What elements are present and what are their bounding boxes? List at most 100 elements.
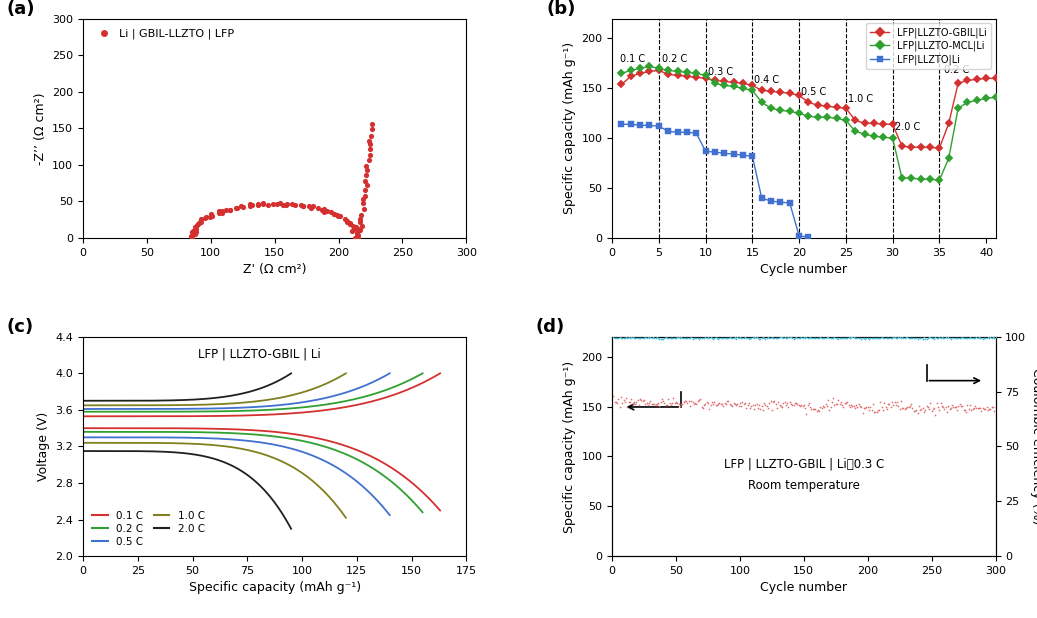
Point	[691, 334, 707, 344]
Point	[605, 391, 621, 401]
Point	[725, 398, 741, 408]
Text: 0.3 C: 0.3 C	[708, 67, 733, 77]
Point	[985, 332, 1002, 342]
Point	[718, 333, 734, 343]
Point	[890, 332, 906, 342]
Point	[270, 198, 286, 208]
Point	[807, 333, 823, 343]
Point	[981, 404, 998, 413]
Point	[685, 400, 702, 410]
Point	[926, 404, 943, 413]
Point	[730, 401, 747, 411]
Point	[986, 406, 1003, 416]
Point	[975, 334, 991, 344]
Point	[829, 333, 845, 343]
Point	[672, 333, 689, 343]
Point	[838, 333, 854, 343]
Point	[980, 332, 997, 342]
Point	[691, 395, 707, 405]
Point	[655, 334, 672, 344]
Point	[849, 402, 866, 412]
Point	[972, 403, 988, 413]
Point	[862, 333, 878, 343]
Point	[679, 398, 696, 408]
Text: 0.2 C: 0.2 C	[944, 66, 970, 75]
Point	[923, 406, 940, 416]
Point	[361, 150, 377, 160]
Point	[292, 200, 309, 210]
Point	[719, 333, 735, 343]
Point	[887, 397, 903, 407]
Point	[822, 332, 839, 342]
Point	[777, 397, 793, 407]
Point	[637, 399, 653, 409]
Point	[727, 399, 744, 409]
Point	[875, 333, 892, 343]
Y-axis label: Specific capacity (mAh g⁻¹): Specific capacity (mAh g⁻¹)	[563, 42, 576, 214]
Point	[857, 404, 873, 413]
Point	[926, 334, 943, 344]
Point	[933, 332, 950, 342]
Point	[940, 401, 956, 411]
Point	[800, 332, 816, 342]
Point	[361, 155, 377, 165]
Point	[701, 332, 718, 342]
Point	[618, 332, 635, 342]
Point	[218, 205, 234, 215]
Point	[923, 333, 940, 343]
Point	[978, 332, 994, 342]
Point	[762, 396, 779, 405]
Point	[949, 405, 965, 415]
Point	[745, 332, 761, 342]
Point	[203, 211, 220, 221]
Point	[620, 332, 637, 342]
Point	[625, 397, 642, 407]
Point	[275, 200, 291, 210]
Point	[614, 333, 630, 343]
Point	[634, 395, 650, 405]
Point	[938, 333, 955, 343]
Point	[811, 406, 828, 416]
Point	[908, 333, 925, 343]
Point	[856, 332, 872, 342]
Point	[826, 332, 843, 342]
Point	[951, 399, 968, 409]
Point	[681, 333, 698, 343]
Point	[642, 396, 658, 406]
Legend: 0.1 C, 0.2 C, 0.5 C, 1.0 C, 2.0 C: 0.1 C, 0.2 C, 0.5 C, 1.0 C, 2.0 C	[88, 506, 209, 551]
Point	[964, 333, 981, 343]
Y-axis label: Voltage (V): Voltage (V)	[36, 412, 50, 481]
Point	[648, 332, 665, 342]
Point	[796, 404, 813, 413]
Point	[211, 208, 227, 218]
Point	[947, 333, 963, 343]
Point	[921, 332, 937, 342]
Point	[758, 401, 775, 411]
Point	[662, 398, 678, 408]
Point	[305, 201, 321, 211]
Point	[794, 333, 811, 343]
Point	[820, 396, 837, 405]
Point	[751, 334, 767, 344]
Point	[844, 401, 861, 411]
Point	[808, 407, 824, 417]
Point	[718, 399, 734, 409]
Point	[278, 200, 295, 210]
Point	[689, 399, 705, 409]
Point	[645, 332, 662, 342]
Point	[775, 333, 791, 343]
Point	[888, 400, 904, 410]
Point	[651, 334, 668, 344]
Point	[780, 402, 796, 412]
Point	[648, 399, 665, 409]
Point	[265, 198, 282, 208]
Point	[752, 404, 768, 414]
Point	[760, 332, 777, 342]
Point	[359, 166, 375, 176]
Point	[817, 332, 834, 342]
Point	[947, 402, 963, 412]
Point	[632, 333, 648, 343]
Point	[802, 332, 818, 342]
Point	[951, 332, 968, 342]
Point	[655, 396, 672, 406]
